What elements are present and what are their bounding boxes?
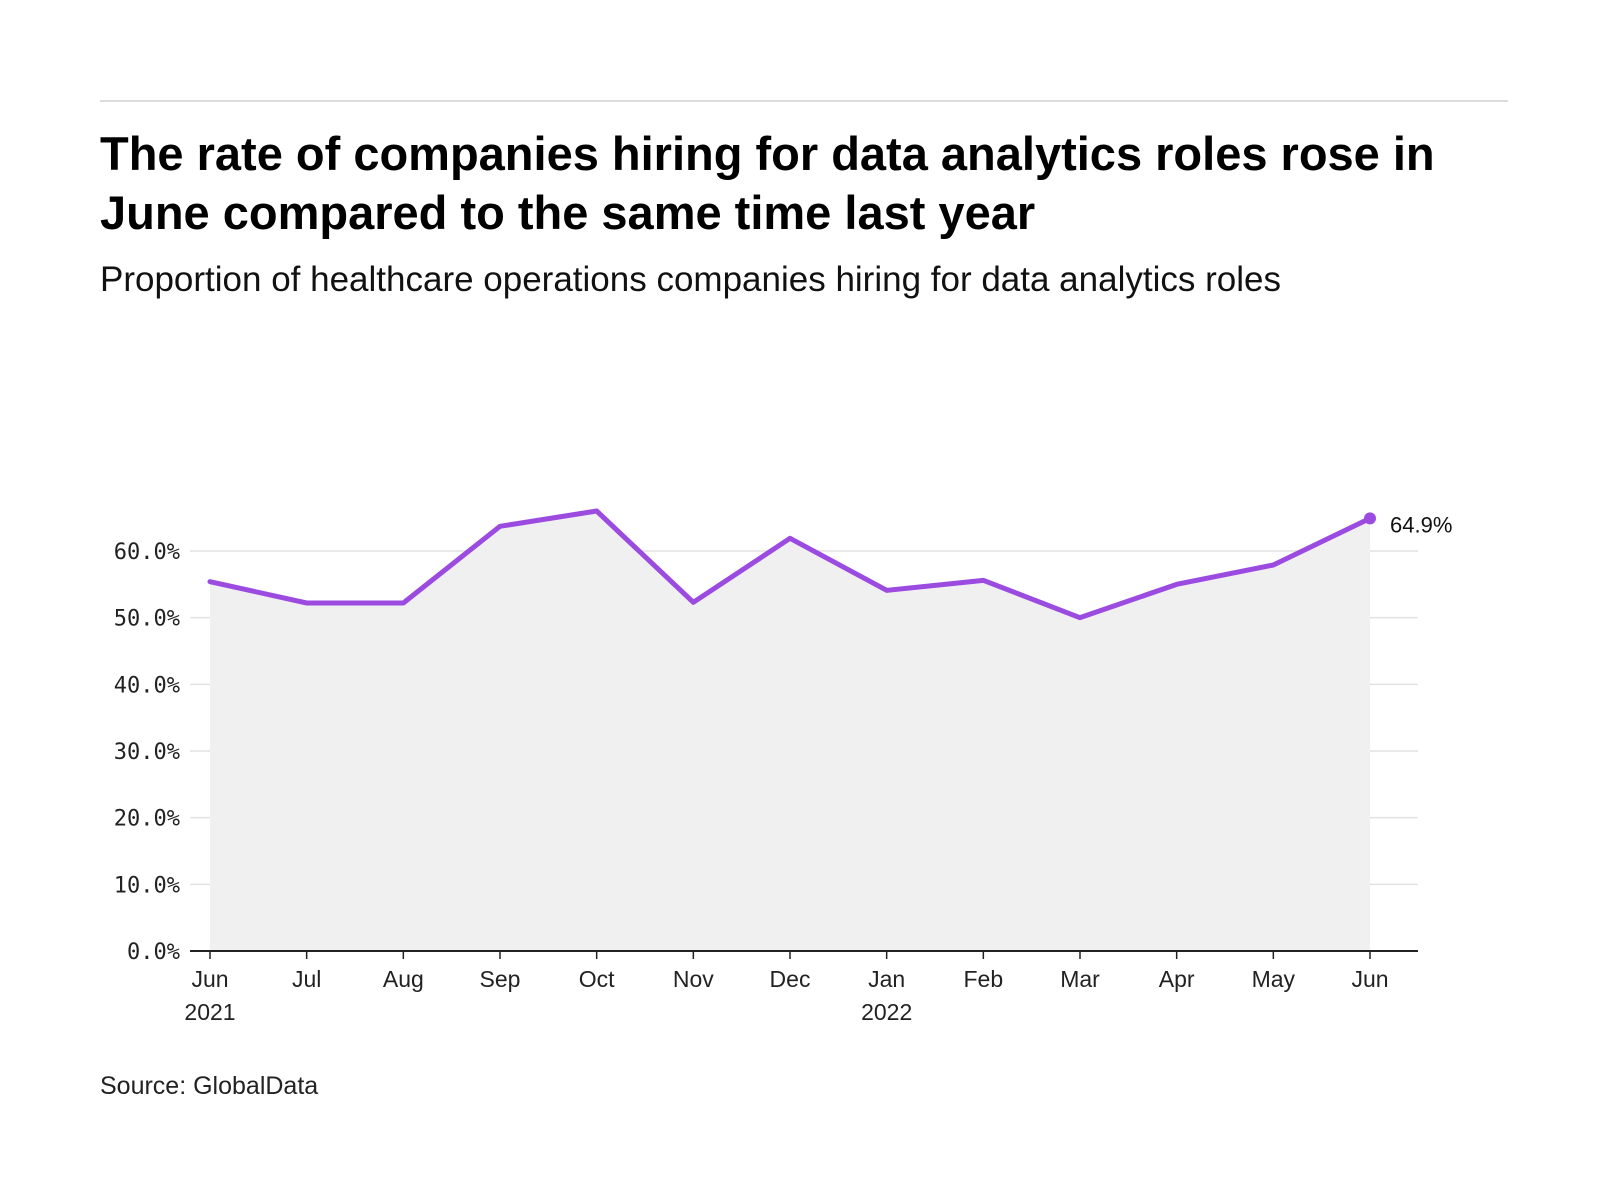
end-point-marker	[1364, 512, 1376, 525]
line-chart: 0.0% 10.0% 20.0% 30.0% 40.0% 50.0% 60.0% Jun 20…	[114, 508, 1452, 1025]
x-tick-label: Feb	[964, 966, 1004, 992]
y-tick-label: 30.0%	[114, 740, 180, 765]
y-tick-label: 60.0%	[114, 540, 180, 565]
end-value-label: 64.9%	[1390, 512, 1452, 537]
y-tick-label: 20.0%	[114, 807, 180, 832]
y-tick-label: 50.0%	[114, 607, 180, 632]
x-tick-label: 2022	[861, 999, 912, 1025]
y-tick-label: 10.0%	[114, 873, 180, 898]
x-tick-label: Oct	[579, 966, 615, 992]
chart-subtitle: Proportion of healthcare operations comp…	[100, 260, 1281, 299]
x-tick-label: Mar	[1060, 966, 1100, 992]
x-tick-label: Aug	[383, 966, 424, 992]
x-tick-label: Jun	[191, 966, 228, 992]
source-note: Source: GlobalData	[100, 1072, 319, 1100]
x-tick-label: Jan	[868, 966, 905, 992]
x-tick-label: 2021	[184, 999, 235, 1025]
x-tick-label: Jul	[292, 966, 321, 992]
x-tick-label: Nov	[673, 966, 714, 992]
x-axis-ticks: Jun 2021 Jul Aug Sep Oct Nov Dec Jan 2022 Feb Mar Ap…	[184, 951, 1389, 1025]
x-tick-label: Jun	[1351, 966, 1388, 992]
y-axis-ticks: 0.0% 10.0% 20.0% 30.0% 40.0% 50.0% 60.0%	[114, 540, 180, 965]
y-tick-label: 0.0%	[127, 940, 180, 965]
x-tick-label: Sep	[480, 966, 521, 992]
series-line	[207, 508, 1373, 621]
chart-title: The rate of companies hiring for data an…	[100, 127, 1435, 239]
y-tick-label: 40.0%	[114, 673, 180, 698]
x-tick-label: May	[1252, 966, 1296, 992]
top-divider	[100, 100, 1508, 102]
area-fill	[210, 511, 1370, 951]
x-tick-label: Dec	[770, 966, 811, 992]
x-tick-label: Apr	[1159, 966, 1195, 992]
